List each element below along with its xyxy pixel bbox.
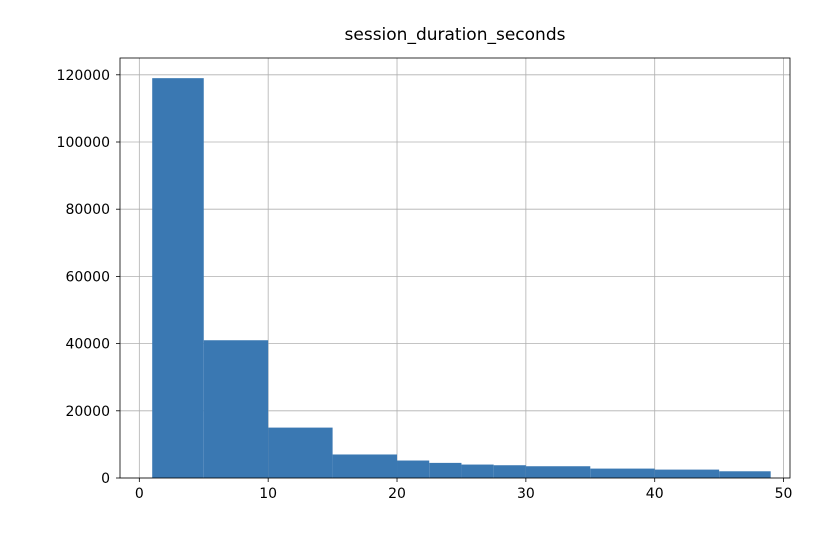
chart-title: session_duration_seconds <box>345 25 566 45</box>
histogram-bar <box>268 428 332 478</box>
histogram-bar <box>429 463 461 478</box>
histogram-bar <box>461 465 493 478</box>
histogram-bar <box>397 461 429 478</box>
x-tick-label: 20 <box>388 486 406 502</box>
histogram-bar <box>719 471 771 478</box>
histogram-bar <box>494 465 526 478</box>
y-tick-label: 20000 <box>65 404 110 420</box>
y-tick-label: 80000 <box>65 202 110 218</box>
x-tick-label: 50 <box>775 486 793 502</box>
x-tick-label: 40 <box>646 486 664 502</box>
histogram-bar <box>333 454 397 478</box>
chart-svg: 0 10 20 30 40 50 0 20000 40000 60000 80000 100000 12… <box>0 0 818 540</box>
x-tick-label: 10 <box>259 486 277 502</box>
histogram-bar <box>655 470 719 478</box>
histogram-bar <box>526 466 590 478</box>
y-tick-label: 100000 <box>57 135 110 151</box>
histogram-bar <box>204 340 268 478</box>
histogram-bar <box>590 469 654 478</box>
histogram-bar <box>152 78 204 478</box>
histogram-chart: 0 10 20 30 40 50 0 20000 40000 60000 80000 100000 12… <box>0 0 818 540</box>
x-tick-label: 30 <box>517 486 535 502</box>
x-tick-label: 0 <box>135 486 144 502</box>
y-tick-label: 60000 <box>65 269 110 285</box>
y-tick-label: 40000 <box>65 337 110 353</box>
y-tick-label: 120000 <box>57 68 110 84</box>
y-tick-label: 0 <box>101 471 110 487</box>
